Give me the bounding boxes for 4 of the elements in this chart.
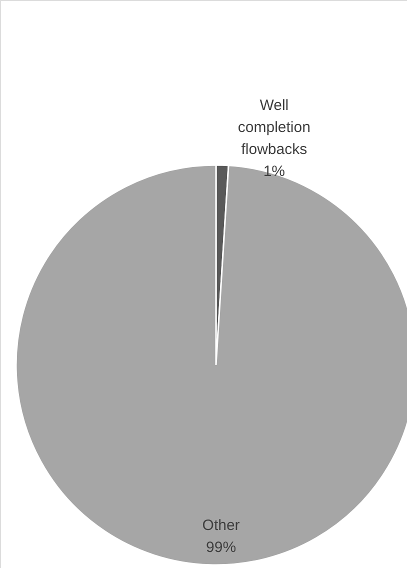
data-label: 99% bbox=[206, 538, 236, 556]
slice-label: Well completion flowbacks bbox=[238, 97, 310, 158]
data-label: 1% bbox=[263, 163, 286, 180]
slice-label: Other bbox=[202, 516, 240, 534]
